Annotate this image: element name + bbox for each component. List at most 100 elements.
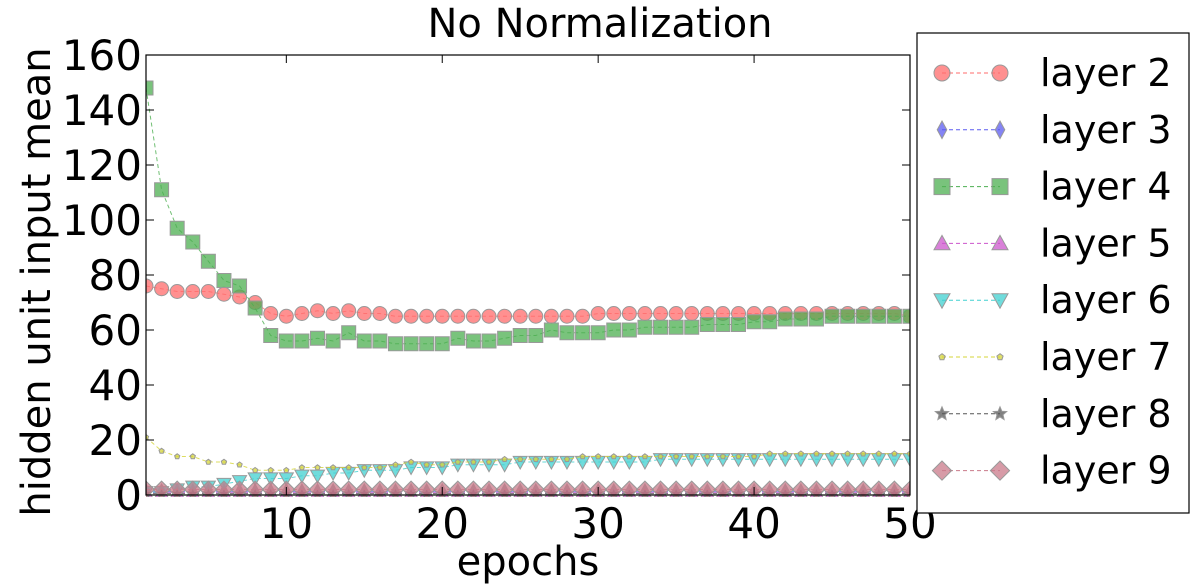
data-point — [236, 461, 243, 468]
data-point — [808, 311, 824, 327]
data-point — [657, 453, 664, 460]
data-point — [183, 480, 202, 497]
data-point — [403, 336, 419, 352]
data-point — [653, 306, 669, 321]
data-point — [684, 319, 700, 335]
series-line — [146, 87, 910, 345]
data-point — [481, 308, 497, 324]
data-point — [746, 314, 762, 330]
data-point — [450, 308, 466, 324]
data-point — [875, 450, 882, 457]
legend-label: layer 3 — [1040, 108, 1172, 152]
data-point — [283, 466, 290, 473]
data-point — [485, 458, 493, 465]
legend-marker — [933, 234, 951, 251]
x-axis-label: epochs — [457, 539, 600, 585]
data-point — [528, 328, 544, 343]
data-point — [688, 453, 695, 460]
series-line — [146, 436, 910, 471]
data-point — [263, 328, 279, 343]
data-point — [251, 466, 259, 473]
data-point — [169, 220, 185, 236]
data-point — [434, 336, 450, 352]
data-point — [417, 480, 436, 497]
legend-entry-layer-9: layer 9 — [931, 449, 1172, 493]
data-point — [450, 330, 466, 346]
legend-marker — [991, 64, 1009, 82]
data-point — [294, 333, 310, 349]
data-point — [146, 278, 154, 294]
data-point — [465, 333, 481, 349]
data-point — [174, 453, 181, 460]
plot-frame — [145, 54, 911, 496]
data-point — [470, 458, 477, 465]
legend-marker — [931, 460, 953, 481]
data-point — [729, 480, 748, 497]
chart-title: No Normalization — [427, 1, 772, 47]
data-point — [216, 286, 232, 302]
data-point — [512, 308, 528, 324]
legend-label: layer 4 — [1040, 165, 1172, 209]
data-point — [777, 311, 793, 327]
data-point — [606, 322, 622, 338]
data-point — [419, 336, 435, 352]
legend-marker — [991, 293, 1009, 310]
data-point — [479, 480, 499, 497]
data-point — [766, 450, 773, 457]
series-layer-7 — [146, 433, 910, 473]
legend-label: layer 9 — [1040, 449, 1172, 493]
data-point — [668, 306, 684, 321]
data-point — [454, 458, 462, 465]
data-point — [715, 317, 731, 332]
data-point — [797, 450, 805, 457]
data-point — [339, 480, 358, 497]
data-point — [840, 308, 856, 324]
data-point — [267, 466, 274, 473]
data-point — [637, 306, 653, 321]
data-point — [906, 450, 910, 457]
data-point — [168, 480, 187, 497]
data-point — [465, 308, 481, 324]
legend-entry-layer-6: layer 6 — [933, 278, 1172, 322]
data-point — [557, 480, 577, 497]
data-point — [392, 461, 399, 468]
data-point — [232, 278, 248, 294]
data-point — [891, 450, 898, 457]
data-point — [169, 284, 185, 299]
data-point — [902, 308, 910, 324]
data-point — [641, 453, 649, 460]
data-point — [200, 253, 216, 269]
data-point — [464, 480, 483, 497]
data-point — [278, 308, 294, 324]
data-point — [730, 317, 746, 332]
data-point — [579, 453, 586, 460]
data-point — [495, 480, 514, 497]
data-point — [762, 314, 778, 330]
legend-marker — [994, 119, 1006, 140]
data-point — [345, 464, 352, 471]
data-point — [448, 480, 467, 497]
data-point — [220, 458, 228, 465]
data-point — [185, 234, 201, 250]
data-point — [573, 480, 592, 497]
data-point — [325, 306, 341, 321]
data-point — [667, 480, 686, 497]
data-point — [791, 480, 810, 497]
data-point — [356, 306, 372, 321]
legend-marker — [991, 178, 1009, 196]
data-point — [387, 336, 403, 352]
data-point — [214, 480, 234, 497]
y-tick-label: 60 — [89, 306, 142, 355]
data-point — [528, 308, 544, 324]
data-point — [497, 308, 513, 324]
data-point — [793, 311, 809, 327]
legend-marker — [933, 178, 951, 196]
data-point — [542, 480, 561, 497]
data-point — [871, 308, 887, 324]
legend-entry-layer-4: layer 4 — [933, 165, 1172, 209]
legend-marker — [996, 353, 1004, 361]
data-point — [526, 480, 545, 497]
data-point — [885, 480, 904, 497]
